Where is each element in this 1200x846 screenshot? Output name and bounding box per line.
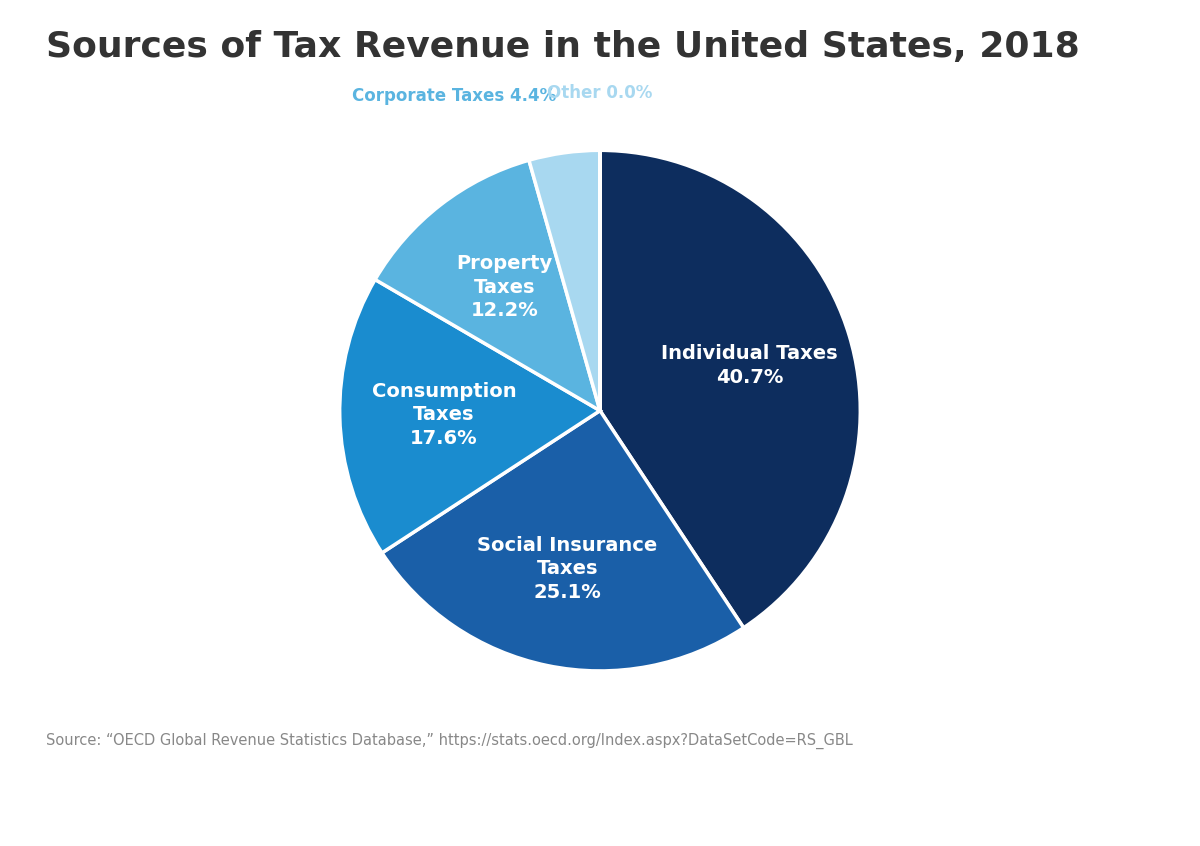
Text: Source: “OECD Global Revenue Statistics Database,” https://stats.oecd.org/Index.: Source: “OECD Global Revenue Statistics … xyxy=(46,733,852,749)
Text: Property
Taxes
12.2%: Property Taxes 12.2% xyxy=(456,255,552,321)
Wedge shape xyxy=(600,151,860,628)
Wedge shape xyxy=(376,160,600,410)
Wedge shape xyxy=(340,279,600,553)
Text: Corporate Taxes 4.4%: Corporate Taxes 4.4% xyxy=(352,87,557,105)
Text: Other 0.0%: Other 0.0% xyxy=(547,84,653,102)
Wedge shape xyxy=(529,151,600,410)
Text: TAX FOUNDATION: TAX FOUNDATION xyxy=(22,805,200,823)
Text: Sources of Tax Revenue in the United States, 2018: Sources of Tax Revenue in the United Sta… xyxy=(46,30,1079,63)
Text: Consumption
Taxes
17.6%: Consumption Taxes 17.6% xyxy=(372,382,516,448)
Text: Social Insurance
Taxes
25.1%: Social Insurance Taxes 25.1% xyxy=(478,536,658,602)
Text: Individual Taxes
40.7%: Individual Taxes 40.7% xyxy=(661,344,838,387)
Wedge shape xyxy=(382,410,744,671)
Text: @TaxFoundation: @TaxFoundation xyxy=(1031,805,1178,823)
